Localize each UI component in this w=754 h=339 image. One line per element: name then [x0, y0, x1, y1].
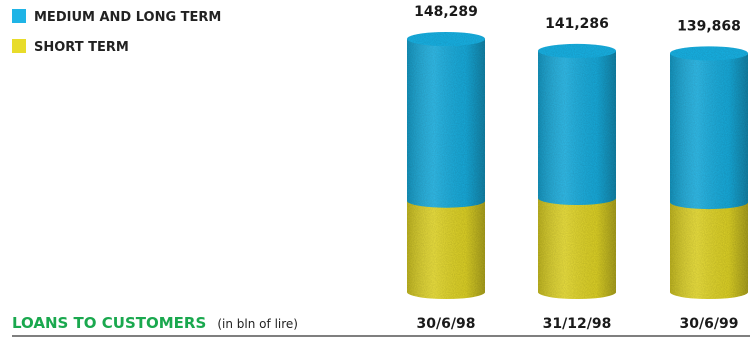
chart-title: LOANS TO CUSTOMERS: [12, 314, 206, 332]
legend-swatch-short: [12, 39, 26, 53]
legend-label-short: SHORT TERM: [34, 40, 129, 55]
value-label-1: 141,286: [545, 16, 609, 32]
category-label-1: 31/12/98: [543, 316, 612, 332]
legend: MEDIUM AND LONG TERM SHORT TERM: [12, 9, 221, 55]
category-label-2: 30/6/99: [680, 316, 739, 332]
bar-medium-long-1-shading: [538, 50, 616, 205]
bar-short-term-1-shading: [538, 197, 616, 299]
bar-medium-long-2-top-cap: [670, 46, 748, 61]
bar-short-term-2-shading: [670, 202, 748, 299]
bar-short-term-2: [670, 202, 748, 299]
bar-medium-long-0-top-cap: [407, 31, 485, 46]
bars-group: 148,289 141,286 139,868: [407, 4, 748, 299]
bar-medium-long-0-shading: [407, 38, 485, 208]
bar-medium-long-0: [407, 31, 485, 208]
bar-short-term-1: [538, 197, 616, 299]
bar-medium-long-1: [538, 43, 616, 205]
bar-short-term-0: [407, 200, 485, 299]
category-labels: 30/6/98 31/12/98 30/6/99: [417, 316, 739, 332]
bar-medium-long-2-shading: [670, 53, 748, 210]
bar-medium-long-2: [670, 46, 748, 210]
chart-subtitle: (in bln of lire): [217, 317, 298, 331]
bar-short-term-0-shading: [407, 200, 485, 299]
bar-medium-long-1-top-cap: [538, 43, 616, 58]
value-label-2: 139,868: [677, 18, 741, 34]
value-label-0: 148,289: [414, 4, 478, 20]
chart-title-group: LOANS TO CUSTOMERS (in bln of lire): [12, 313, 298, 332]
category-label-0: 30/6/98: [417, 316, 476, 332]
legend-swatch-medium-long: [12, 9, 26, 23]
legend-label-medium-long: MEDIUM AND LONG TERM: [34, 10, 221, 25]
